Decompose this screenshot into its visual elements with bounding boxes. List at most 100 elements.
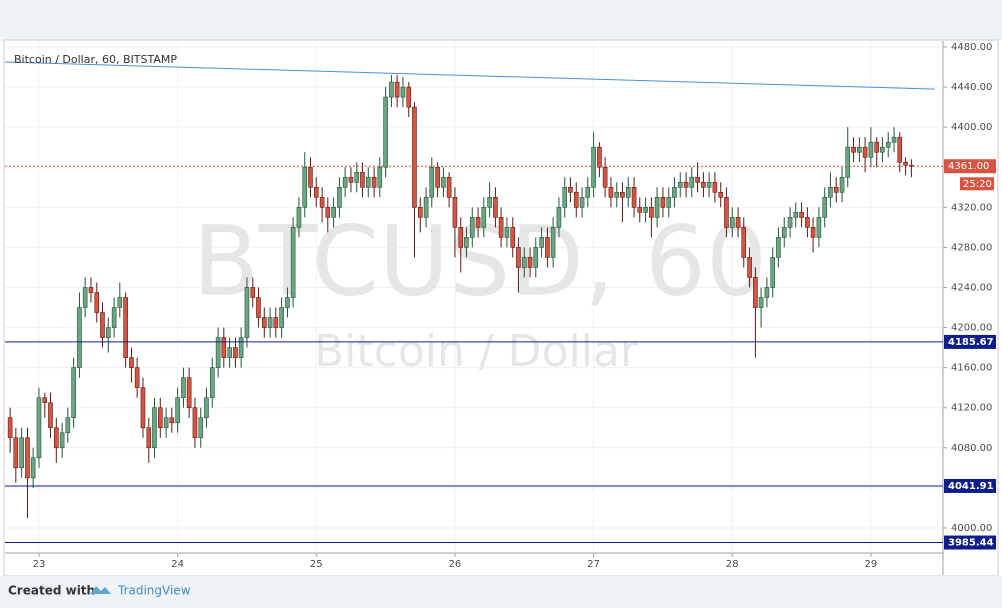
trendline	[4, 61, 935, 90]
candle-body	[839, 176, 845, 193]
candle-body	[302, 166, 308, 208]
candle-body	[724, 197, 729, 228]
candle-body	[614, 191, 620, 198]
candle-body	[134, 367, 140, 388]
candle-body	[533, 247, 539, 268]
candle-body	[799, 212, 804, 218]
y-tick-label: 4000.00	[951, 523, 992, 534]
candle-body	[389, 81, 394, 98]
candle-body	[481, 207, 487, 228]
candle-body	[105, 327, 111, 338]
candle-body	[672, 186, 677, 198]
countdown: 25:20	[963, 179, 992, 190]
candle-body	[394, 81, 400, 98]
candle-body	[683, 181, 689, 188]
y-tick-label: 4480.00	[951, 42, 992, 53]
candle-body	[365, 176, 371, 188]
candle-body	[770, 257, 776, 288]
watermark-subtitle: Bitcoin / Dollar	[314, 326, 639, 377]
candle-body	[111, 307, 117, 328]
candle-body	[250, 287, 256, 298]
candle-body	[885, 141, 891, 148]
candle-body	[204, 397, 209, 419]
chart-frame	[3, 39, 999, 577]
candle-body	[123, 297, 128, 358]
candle-body	[36, 397, 42, 459]
candle-body	[464, 237, 469, 248]
candle-body	[545, 237, 550, 258]
candle-body	[493, 197, 498, 218]
y-tick-label: 4280.00	[951, 242, 992, 253]
candle-body	[862, 146, 868, 158]
candle-body	[42, 397, 48, 404]
candle-body	[244, 287, 250, 338]
footer-text: Created with	[8, 584, 95, 598]
candle-body	[233, 347, 238, 358]
candle-body	[342, 176, 348, 188]
candle-body	[325, 207, 331, 218]
candle-body	[77, 307, 82, 368]
candle-body	[689, 176, 695, 188]
candle-body	[851, 146, 856, 153]
candle-body	[19, 437, 24, 469]
candle-body	[625, 186, 631, 198]
candle-body	[521, 257, 527, 268]
level-label: 4185.67	[948, 337, 994, 348]
candle-body	[371, 176, 377, 188]
candle-body	[695, 176, 700, 183]
candle-body	[833, 186, 839, 193]
candle-body	[7, 417, 13, 439]
candle-body	[71, 367, 76, 419]
x-tick-label: 24	[171, 559, 184, 570]
level-label-box	[944, 334, 996, 349]
candle-body	[25, 437, 30, 479]
y-tick-label: 4440.00	[951, 82, 992, 93]
candle-body	[562, 186, 568, 208]
candle-body	[816, 217, 822, 238]
candle-body	[360, 171, 365, 188]
candle-body	[198, 417, 204, 439]
x-tick-label: 27	[587, 559, 600, 570]
candle-body	[585, 186, 591, 198]
candle-body	[718, 191, 724, 198]
candle-body	[261, 317, 267, 328]
candle-body	[285, 297, 290, 308]
candle-body	[620, 191, 625, 198]
candle-body	[400, 86, 406, 98]
candle-body	[660, 197, 666, 208]
candle-body	[175, 397, 180, 424]
candle-body	[383, 96, 388, 168]
level-label-box	[944, 535, 996, 550]
candle-body	[781, 227, 787, 238]
candle-body	[412, 106, 417, 208]
candle-body	[539, 237, 544, 248]
candle-body	[82, 287, 88, 308]
footer-brand[interactable]: TradingView	[117, 584, 191, 598]
candle-body	[764, 287, 770, 298]
candle-body	[157, 407, 163, 429]
candle-body	[469, 217, 475, 238]
candle-body	[192, 407, 198, 439]
candle-body	[573, 191, 579, 208]
candle-body	[319, 197, 325, 208]
y-tick-label: 4400.00	[951, 122, 992, 133]
x-tick-label: 26	[449, 559, 462, 570]
candle-body	[897, 136, 903, 163]
candle-body	[423, 197, 429, 218]
y-tick-label: 4240.00	[951, 282, 992, 293]
candle-body	[406, 86, 412, 108]
candle-body	[227, 347, 232, 358]
candle-body	[417, 207, 423, 218]
toolbar	[0, 0, 1002, 40]
candle-body	[446, 176, 452, 198]
candle-body	[591, 146, 596, 188]
candle-body	[331, 207, 336, 218]
candle-body	[65, 417, 71, 434]
candle-body	[747, 257, 752, 278]
candle-body	[776, 237, 781, 258]
candle-body	[828, 186, 833, 198]
candle-body	[296, 207, 302, 228]
candle-body	[568, 186, 573, 193]
candle-body	[504, 227, 510, 238]
